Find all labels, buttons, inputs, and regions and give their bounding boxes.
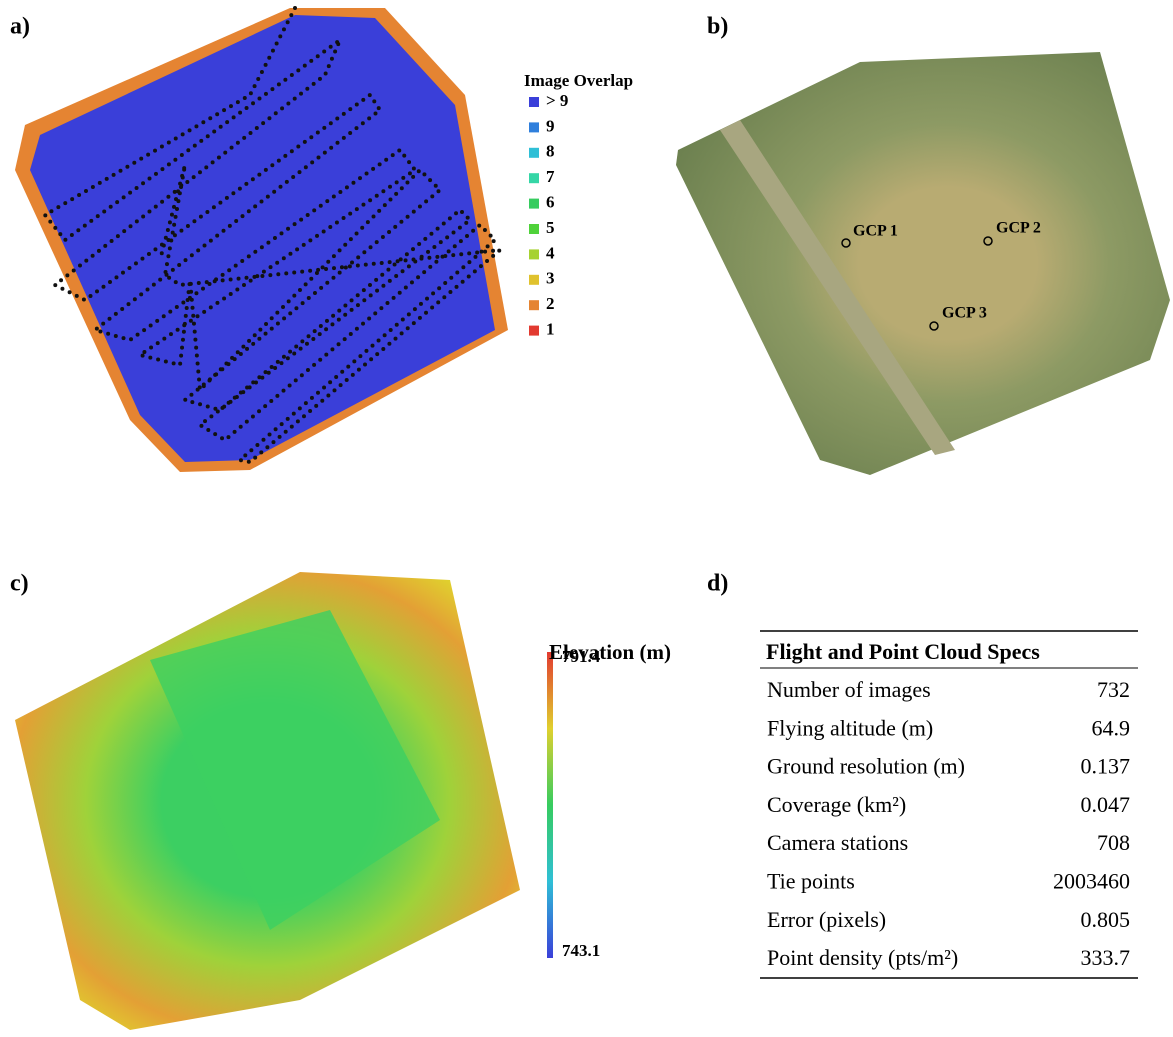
legend-swatch bbox=[529, 199, 539, 209]
gcp-label: GCP 2 bbox=[996, 220, 1041, 237]
row-value: 2003460 bbox=[1053, 869, 1130, 894]
row-value: 64.9 bbox=[1092, 715, 1131, 740]
row-label: Camera stations bbox=[767, 830, 908, 855]
legend-label: 3 bbox=[546, 269, 555, 288]
legend-label: 7 bbox=[546, 167, 555, 186]
legend: > 9 9 8 7 6 5 4 3 2 1 bbox=[529, 91, 568, 339]
legend-swatch bbox=[529, 97, 539, 107]
legend-swatch bbox=[529, 249, 539, 259]
gcp-label: GCP 3 bbox=[942, 305, 987, 322]
legend-swatch bbox=[529, 122, 539, 132]
row-label: Coverage (km²) bbox=[767, 792, 906, 817]
row-label: Error (pixels) bbox=[767, 907, 886, 932]
row-label: Flying altitude (m) bbox=[767, 715, 933, 740]
colorbar bbox=[547, 652, 553, 958]
legend-swatch bbox=[529, 148, 539, 158]
table-title: Flight and Point Cloud Specs bbox=[766, 639, 1040, 664]
row-label: Point density (pts/m²) bbox=[767, 945, 958, 970]
row-label: Tie points bbox=[767, 869, 855, 894]
legend-label: > 9 bbox=[546, 91, 568, 110]
legend-swatch bbox=[529, 300, 539, 310]
row-label: Number of images bbox=[767, 677, 931, 702]
gcp-label: GCP 1 bbox=[853, 223, 898, 240]
legend-label: 6 bbox=[546, 193, 555, 212]
legend-label: 4 bbox=[546, 243, 555, 262]
legend-title: Image Overlap bbox=[524, 71, 633, 90]
panel-label: d) bbox=[707, 571, 728, 597]
legend-label: 2 bbox=[546, 294, 555, 313]
row-value: 0.047 bbox=[1081, 792, 1131, 817]
figure: a) b) c) d) Image Overlap > 9 9 8 7 6 5 4 3 2 1 G… bbox=[0, 0, 1173, 1037]
colorbar-label: 743.1 bbox=[562, 941, 600, 960]
panel-label: c) bbox=[10, 571, 29, 597]
figure-canvas: a) b) c) d) Image Overlap > 9 9 8 7 6 5 4 3 2 1 G… bbox=[0, 0, 1173, 1037]
legend-label: 1 bbox=[546, 320, 555, 339]
legend-label: 5 bbox=[546, 218, 555, 237]
legend-label: 9 bbox=[546, 116, 555, 135]
panel-label: a) bbox=[10, 14, 30, 40]
row-value: 708 bbox=[1097, 830, 1130, 855]
legend-swatch bbox=[529, 224, 539, 234]
row-value: 0.137 bbox=[1081, 754, 1131, 779]
colorbar-label: 791.4 bbox=[562, 647, 601, 666]
row-value: 333.7 bbox=[1081, 945, 1131, 970]
legend-label: 8 bbox=[546, 142, 555, 161]
row-label: Ground resolution (m) bbox=[767, 754, 965, 779]
legend-swatch bbox=[529, 173, 539, 183]
row-value: 0.805 bbox=[1081, 907, 1131, 932]
row-value: 732 bbox=[1097, 677, 1130, 702]
legend-swatch bbox=[529, 275, 539, 285]
table-body: Number of images 732 Flying altitude (m) 64… bbox=[767, 677, 1130, 970]
legend-swatch bbox=[529, 326, 539, 336]
panel-label: b) bbox=[707, 14, 728, 40]
